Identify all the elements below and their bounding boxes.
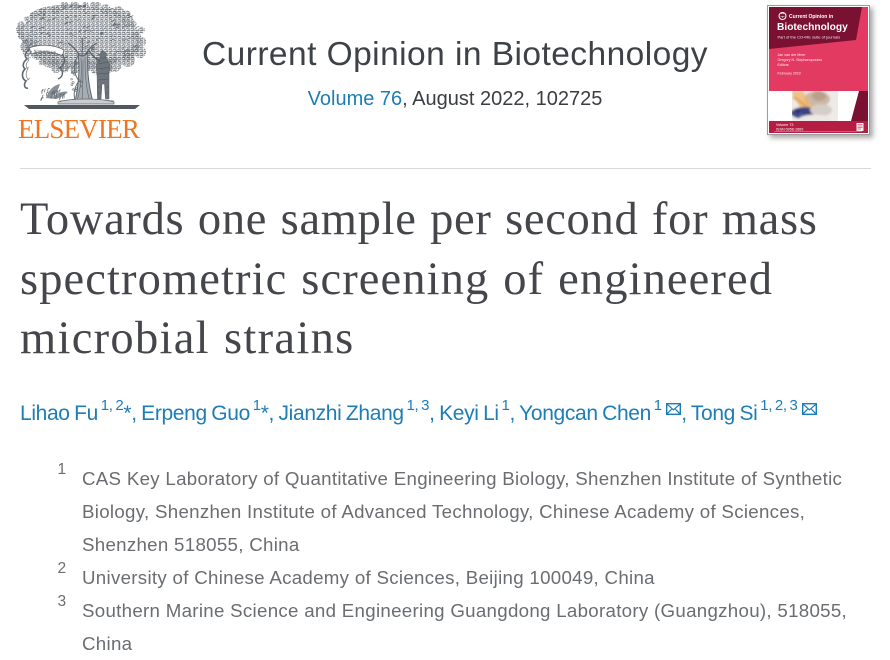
- svg-text:NON SOLUS: NON SOLUS: [33, 48, 56, 54]
- svg-text:Current Opinion in: Current Opinion in: [789, 14, 833, 20]
- svg-text:February 2022: February 2022: [778, 72, 801, 76]
- svg-text:Part of the CO+RE suite of jou: Part of the CO+RE suite of journals: [778, 35, 841, 40]
- svg-text:Jan van der Meer: Jan van der Meer: [778, 53, 807, 57]
- svg-text:Volume 73: Volume 73: [776, 123, 793, 127]
- svg-text:ISSN 0958-1669: ISSN 0958-1669: [776, 128, 803, 132]
- svg-text:Gregory N. Stephanopoulos: Gregory N. Stephanopoulos: [778, 58, 823, 62]
- svg-text:Biotechnology: Biotechnology: [777, 22, 848, 33]
- svg-text:Editors: Editors: [778, 63, 789, 67]
